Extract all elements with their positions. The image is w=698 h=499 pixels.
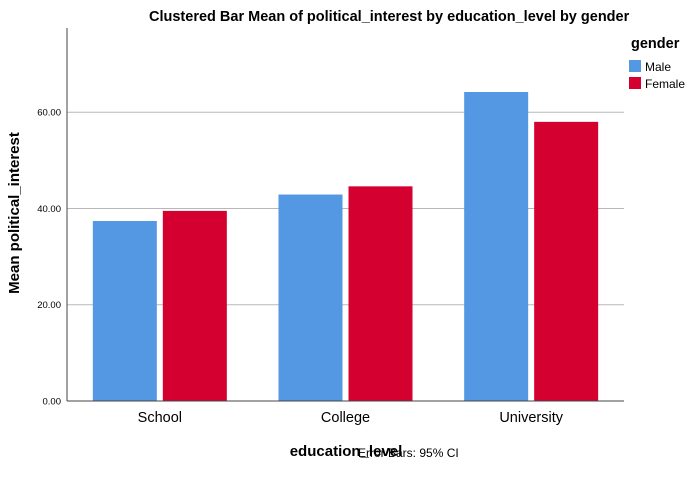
legend-swatch-female — [629, 77, 641, 89]
x-tick-label: School — [138, 410, 182, 426]
x-tick-label: University — [499, 410, 563, 426]
bar-female-college — [348, 186, 413, 401]
x-tick-label: College — [321, 410, 370, 426]
bar-male-university — [464, 92, 529, 402]
chart-title: Clustered Bar Mean of political_interest… — [149, 9, 630, 25]
error-bars-note: Error Bars: 95% CI — [358, 446, 459, 460]
legend-swatch-male — [629, 60, 641, 72]
legend: gender Male Female — [629, 36, 685, 91]
y-ticks: 0.00 20.00 40.00 60.00 — [37, 108, 61, 408]
gridlines — [67, 111, 624, 306]
legend-label: Female — [645, 77, 685, 91]
bars — [92, 92, 599, 402]
y-tick-label: 0.00 — [43, 397, 62, 408]
x-axis-title: education_level — [290, 443, 403, 460]
bar-male-school — [92, 220, 157, 401]
bar-female-university — [534, 121, 599, 401]
legend-title: gender — [631, 36, 680, 52]
y-tick-label: 60.00 — [37, 108, 61, 119]
axes — [66, 28, 624, 402]
legend-items: Male Female — [629, 60, 685, 91]
y-tick-label: 20.00 — [37, 300, 61, 311]
bar-female-school — [162, 210, 227, 401]
bar-male-college — [278, 194, 343, 401]
y-tick-label: 40.00 — [37, 204, 61, 215]
y-axis-title: Mean political_interest — [6, 132, 23, 294]
legend-label: Male — [645, 60, 671, 74]
x-ticks: School College University — [138, 410, 564, 426]
